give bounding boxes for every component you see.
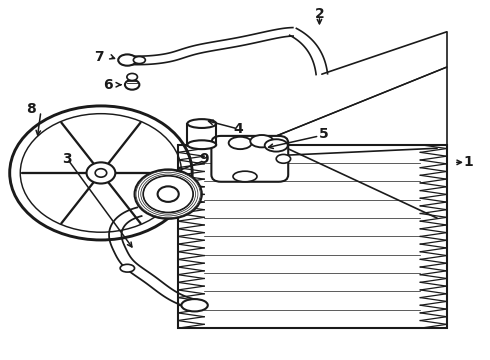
Text: 8: 8 (26, 103, 36, 116)
Circle shape (135, 170, 202, 219)
Text: 4: 4 (233, 122, 243, 136)
Circle shape (87, 162, 115, 184)
Text: 1: 1 (464, 156, 473, 169)
Text: 7: 7 (94, 50, 103, 63)
Circle shape (158, 186, 179, 202)
Ellipse shape (187, 140, 216, 149)
Ellipse shape (181, 299, 208, 311)
Ellipse shape (265, 139, 288, 152)
Ellipse shape (233, 171, 257, 182)
Circle shape (95, 169, 107, 177)
Circle shape (10, 106, 192, 240)
Ellipse shape (127, 73, 137, 81)
Ellipse shape (187, 119, 216, 128)
Text: 5: 5 (319, 127, 329, 141)
Ellipse shape (250, 135, 273, 147)
Text: 9: 9 (199, 152, 209, 166)
Ellipse shape (133, 57, 146, 64)
Circle shape (20, 114, 182, 232)
Ellipse shape (276, 154, 291, 163)
Ellipse shape (118, 54, 137, 66)
FancyBboxPatch shape (211, 136, 288, 182)
Ellipse shape (120, 264, 135, 272)
Text: 2: 2 (315, 7, 324, 21)
Ellipse shape (125, 80, 139, 90)
Circle shape (143, 176, 193, 212)
Text: 3: 3 (63, 152, 72, 166)
Ellipse shape (229, 137, 252, 149)
Text: 6: 6 (103, 78, 113, 92)
Bar (178, 145, 447, 328)
